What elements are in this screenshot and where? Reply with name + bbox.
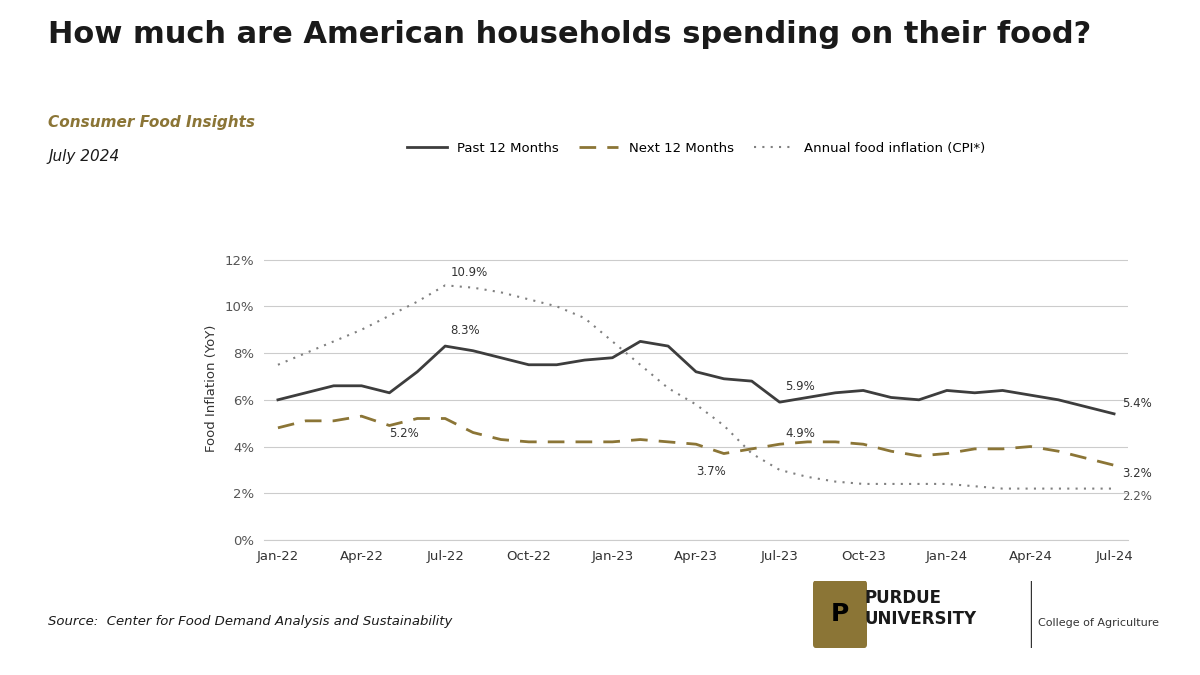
Text: How much are American households spending on their food?: How much are American households spendin…	[48, 20, 1091, 49]
Text: 2.2%: 2.2%	[1122, 490, 1152, 504]
Text: Consumer Food Insights: Consumer Food Insights	[48, 115, 256, 130]
Text: PURDUE
UNIVERSITY: PURDUE UNIVERSITY	[864, 589, 976, 628]
Text: College of Agriculture: College of Agriculture	[1038, 618, 1159, 628]
Y-axis label: Food Inflation (YoY): Food Inflation (YoY)	[205, 325, 217, 452]
Text: 5.4%: 5.4%	[1122, 397, 1152, 410]
FancyBboxPatch shape	[814, 580, 868, 648]
Text: 5.2%: 5.2%	[390, 427, 419, 440]
Text: 5.9%: 5.9%	[785, 381, 815, 394]
Text: Source:  Center for Food Demand Analysis and Sustainability: Source: Center for Food Demand Analysis …	[48, 615, 452, 628]
Text: 8.3%: 8.3%	[451, 325, 480, 338]
Text: 3.2%: 3.2%	[1122, 467, 1152, 480]
Text: 4.9%: 4.9%	[785, 427, 815, 440]
Text: 3.7%: 3.7%	[696, 464, 726, 478]
Text: July 2024: July 2024	[48, 148, 119, 163]
Text: 10.9%: 10.9%	[451, 266, 488, 279]
Legend: Past 12 Months, Next 12 Months, Annual food inflation (CPI*): Past 12 Months, Next 12 Months, Annual f…	[402, 136, 990, 160]
Text: P: P	[830, 602, 850, 626]
